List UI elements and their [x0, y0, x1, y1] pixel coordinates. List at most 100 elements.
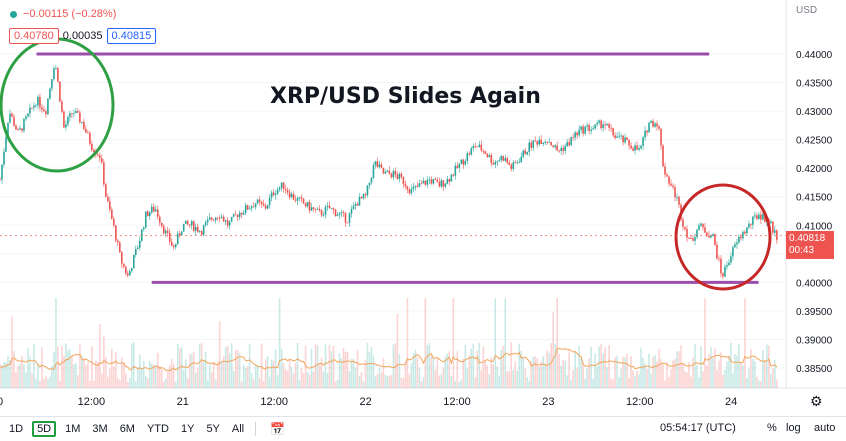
auto-scale-button[interactable]: auto	[814, 422, 836, 434]
timeframe-5d[interactable]: 5D	[32, 421, 57, 437]
volume-bar	[298, 379, 301, 388]
candle-body	[402, 176, 405, 185]
calendar-range-icon[interactable]: 📅	[270, 422, 286, 436]
volume-bar	[196, 368, 199, 388]
candle-body	[652, 120, 654, 127]
candle-body	[762, 213, 764, 220]
candle-body	[504, 158, 507, 161]
candle-body	[750, 223, 752, 225]
volume-bar	[450, 376, 453, 388]
candle-body	[630, 145, 632, 149]
volume-bar	[208, 364, 211, 388]
candle-body	[240, 212, 243, 215]
volume-bar	[260, 343, 263, 388]
volume-bar	[109, 368, 111, 388]
volume-bar	[51, 365, 53, 388]
volume-bar	[81, 355, 83, 388]
utc-time[interactable]: 05:54:17 (UTC)	[660, 422, 736, 434]
candle-body	[198, 231, 201, 232]
candle-body	[310, 207, 313, 211]
candle-body	[546, 141, 548, 143]
volume-bar	[140, 368, 143, 388]
candle-body	[162, 226, 165, 234]
candle-body	[704, 227, 706, 233]
candle-body	[462, 159, 465, 165]
volume-bar	[115, 351, 117, 388]
volume-bar	[502, 345, 505, 388]
timeframe-3m[interactable]: 3M	[92, 423, 108, 435]
volume-bar	[292, 373, 295, 388]
volume-bar	[198, 344, 201, 388]
volume-bar	[440, 374, 443, 388]
current-price-value: 0.40818	[789, 233, 826, 244]
volume-bar	[478, 342, 481, 388]
volume-bar	[360, 372, 363, 388]
candle-body	[164, 230, 167, 234]
volume-bar	[356, 349, 359, 388]
volume-bar	[474, 377, 477, 388]
candle-body	[150, 206, 153, 213]
sell-price-button[interactable]: 0.40780	[9, 28, 59, 44]
candle-body	[129, 270, 131, 276]
volume-bar	[524, 368, 527, 388]
timeframe-ytd[interactable]: YTD	[146, 423, 169, 435]
volume-bar	[240, 381, 243, 388]
candle-body	[508, 162, 511, 165]
timeframe-1d[interactable]: 1D	[9, 423, 24, 435]
volume-bar	[528, 381, 531, 388]
timeframe-1m[interactable]: 1M	[65, 423, 81, 435]
volume-bar	[184, 359, 187, 388]
candle-body	[716, 244, 718, 259]
candle-body	[29, 107, 31, 114]
volume-bar	[660, 359, 662, 388]
volume-bar	[738, 344, 740, 388]
percent-scale-button[interactable]: %	[767, 422, 777, 434]
volume-bar	[520, 350, 523, 388]
candle-body	[422, 180, 425, 184]
volume-bar	[686, 372, 688, 388]
candle-body	[718, 258, 720, 260]
volume-bar	[286, 370, 289, 388]
volume-bar	[772, 368, 774, 388]
volume-bar	[170, 359, 173, 388]
volume-bar	[31, 373, 33, 388]
gear-icon[interactable]: ⚙	[810, 393, 823, 409]
candle-body	[606, 124, 608, 126]
candle-body	[127, 273, 129, 276]
candle-body	[77, 111, 79, 113]
candle-body	[524, 150, 527, 155]
volume-bar	[446, 353, 449, 388]
volume-bar	[318, 363, 321, 388]
volume-bar	[614, 357, 616, 388]
candle-body	[398, 173, 401, 179]
candle-body	[656, 123, 658, 127]
volume-bar	[544, 363, 547, 388]
candle-body	[500, 156, 503, 161]
volume-bar	[190, 353, 193, 388]
candle-body	[25, 116, 27, 120]
volume-bar	[464, 344, 467, 388]
candle-body	[622, 135, 624, 143]
log-scale-button[interactable]: log	[786, 422, 801, 434]
volume-bar	[232, 370, 235, 388]
timeframe-all[interactable]: All	[231, 423, 245, 435]
volume-bar	[117, 378, 119, 388]
volume-bar	[744, 298, 746, 388]
volume-bar	[484, 361, 487, 388]
timeframe-6m[interactable]: 6M	[119, 423, 135, 435]
volume-bar	[688, 361, 690, 388]
current-price-tag: 0.40818 00:43	[786, 231, 834, 259]
volume-bar	[3, 362, 5, 388]
candle-body	[564, 146, 566, 151]
candle-body	[632, 148, 634, 151]
volume-bar	[402, 377, 405, 388]
candle-body	[91, 143, 93, 150]
candle-body	[238, 212, 241, 218]
candle-body	[0, 179, 1, 181]
buy-price-button[interactable]: 0.40815	[106, 28, 157, 44]
timeframe-1y[interactable]: 1Y	[180, 423, 195, 435]
volume-ma-line	[0, 347, 778, 372]
timeframe-5y[interactable]: 5Y	[206, 423, 220, 435]
candle-body	[684, 226, 686, 229]
